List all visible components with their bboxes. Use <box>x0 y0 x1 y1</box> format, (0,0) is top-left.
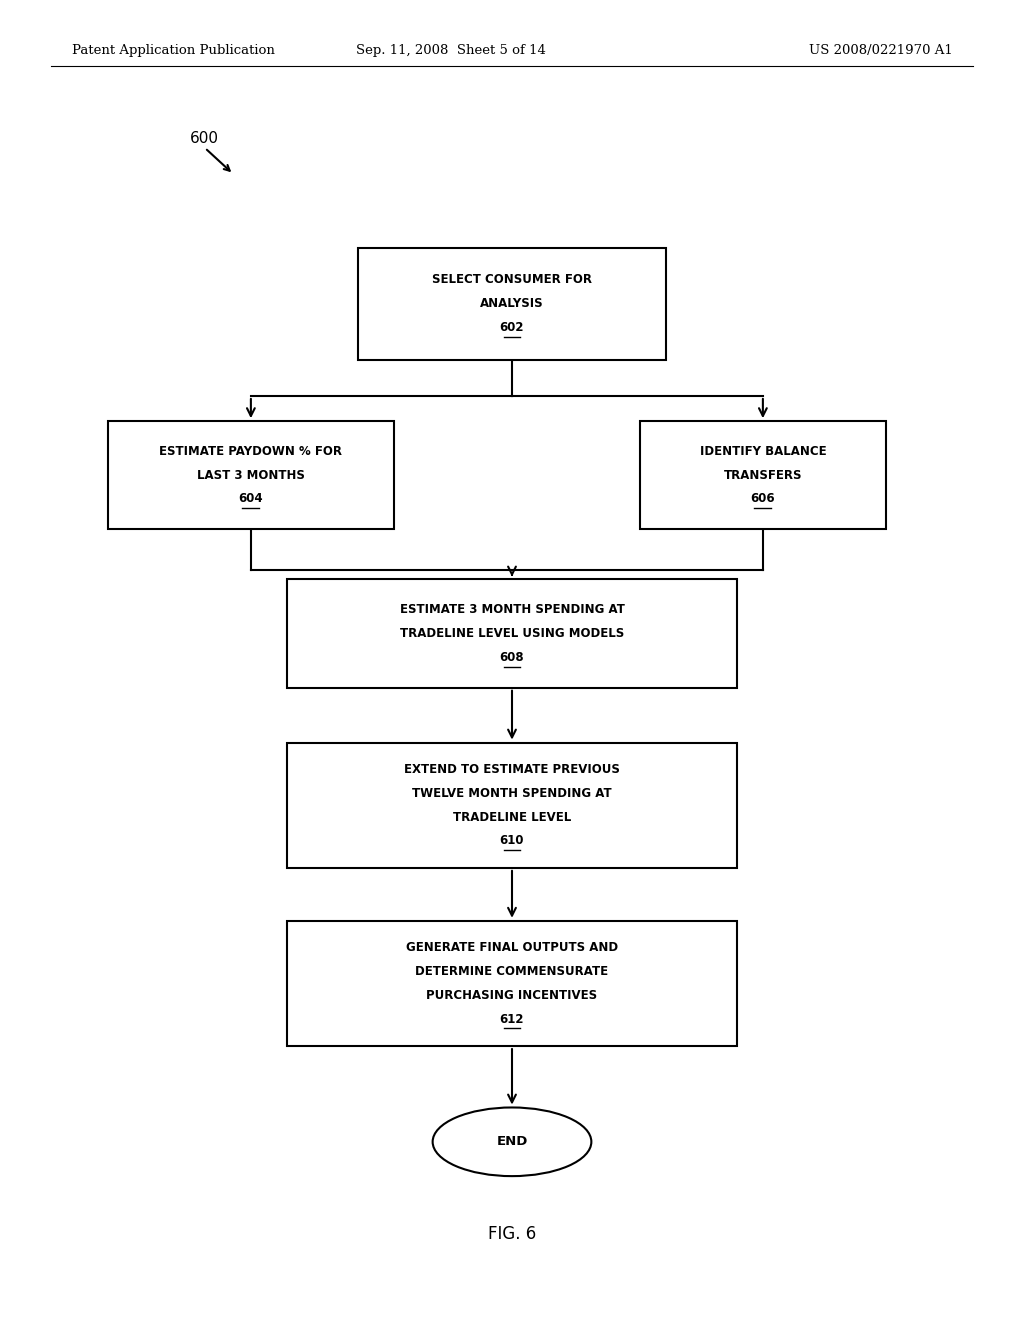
Text: ESTIMATE PAYDOWN % FOR: ESTIMATE PAYDOWN % FOR <box>160 445 342 458</box>
Text: Sep. 11, 2008  Sheet 5 of 14: Sep. 11, 2008 Sheet 5 of 14 <box>355 44 546 57</box>
Text: 612: 612 <box>500 1012 524 1026</box>
Text: FIG. 6: FIG. 6 <box>487 1225 537 1243</box>
FancyBboxPatch shape <box>358 248 666 359</box>
Text: Patent Application Publication: Patent Application Publication <box>72 44 274 57</box>
Text: SELECT CONSUMER FOR: SELECT CONSUMER FOR <box>432 273 592 286</box>
Text: 610: 610 <box>500 834 524 847</box>
Text: IDENTIFY BALANCE: IDENTIFY BALANCE <box>699 445 826 458</box>
Text: DETERMINE COMMENSURATE: DETERMINE COMMENSURATE <box>416 965 608 978</box>
Text: LAST 3 MONTHS: LAST 3 MONTHS <box>197 469 305 482</box>
FancyBboxPatch shape <box>287 742 737 869</box>
Text: 606: 606 <box>751 492 775 506</box>
Text: TRADELINE LEVEL USING MODELS: TRADELINE LEVEL USING MODELS <box>400 627 624 640</box>
Text: TRADELINE LEVEL: TRADELINE LEVEL <box>453 810 571 824</box>
FancyBboxPatch shape <box>287 579 737 688</box>
FancyBboxPatch shape <box>640 421 886 529</box>
Ellipse shape <box>432 1107 592 1176</box>
Text: 608: 608 <box>500 651 524 664</box>
Text: 604: 604 <box>239 492 263 506</box>
Text: PURCHASING INCENTIVES: PURCHASING INCENTIVES <box>426 989 598 1002</box>
Text: TWELVE MONTH SPENDING AT: TWELVE MONTH SPENDING AT <box>413 787 611 800</box>
FancyBboxPatch shape <box>108 421 394 529</box>
FancyBboxPatch shape <box>287 921 737 1045</box>
Text: GENERATE FINAL OUTPUTS AND: GENERATE FINAL OUTPUTS AND <box>406 941 618 954</box>
Text: ANALYSIS: ANALYSIS <box>480 297 544 310</box>
Text: END: END <box>497 1135 527 1148</box>
Text: EXTEND TO ESTIMATE PREVIOUS: EXTEND TO ESTIMATE PREVIOUS <box>404 763 620 776</box>
Text: 602: 602 <box>500 321 524 334</box>
Text: US 2008/0221970 A1: US 2008/0221970 A1 <box>809 44 952 57</box>
Text: 600: 600 <box>189 131 218 147</box>
Text: ESTIMATE 3 MONTH SPENDING AT: ESTIMATE 3 MONTH SPENDING AT <box>399 603 625 616</box>
Text: TRANSFERS: TRANSFERS <box>724 469 802 482</box>
